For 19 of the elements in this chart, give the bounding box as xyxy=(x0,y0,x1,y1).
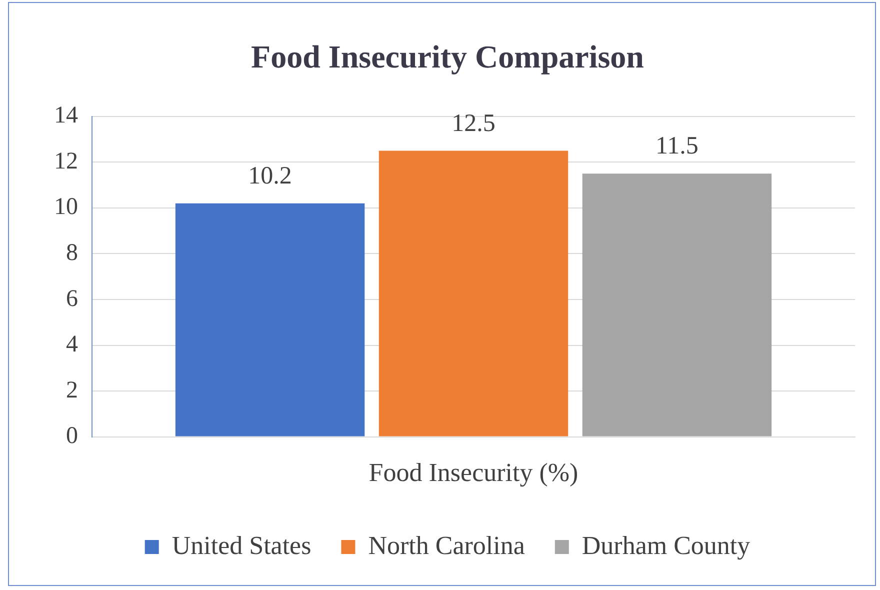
bar xyxy=(378,150,568,436)
data-label: 12.5 xyxy=(452,110,496,137)
y-tick-label: 10 xyxy=(54,194,78,220)
y-tick-label: 6 xyxy=(66,286,78,312)
bar xyxy=(175,203,365,436)
y-tick-label: 12 xyxy=(54,148,78,174)
chart-title: Food Insecurity Comparison xyxy=(251,38,644,74)
y-tick-label: 14 xyxy=(54,102,78,129)
bar xyxy=(582,174,772,436)
y-tick-label: 4 xyxy=(66,332,78,358)
data-label: 11.5 xyxy=(656,132,698,160)
y-tick-label: 0 xyxy=(66,423,78,450)
legend-label: Durham County xyxy=(582,530,750,560)
legend-label: North Carolina xyxy=(368,530,526,560)
data-label: 10.2 xyxy=(248,162,292,190)
y-tick-label: 2 xyxy=(66,377,78,404)
legend-label: United States xyxy=(172,530,312,560)
y-tick-label: 8 xyxy=(66,240,78,266)
x-tick-label: Food Insecurity (%) xyxy=(368,458,578,488)
